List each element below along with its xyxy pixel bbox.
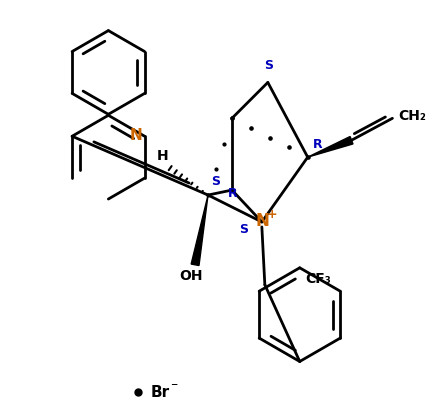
Text: Br: Br	[150, 385, 169, 400]
Polygon shape	[307, 137, 352, 157]
Text: S: S	[210, 175, 220, 188]
Text: R: R	[312, 138, 322, 151]
Text: S: S	[264, 59, 273, 73]
Polygon shape	[191, 195, 207, 266]
Text: +: +	[266, 208, 276, 222]
Text: H: H	[156, 149, 168, 163]
Text: CH₂: CH₂	[398, 109, 425, 123]
Text: S: S	[239, 223, 248, 237]
Text: N: N	[255, 212, 269, 230]
Text: N: N	[129, 128, 141, 143]
Text: R: R	[227, 187, 237, 200]
Text: ⁻: ⁻	[170, 381, 177, 394]
Text: OH: OH	[179, 269, 202, 283]
Text: CF₃: CF₃	[305, 272, 331, 286]
